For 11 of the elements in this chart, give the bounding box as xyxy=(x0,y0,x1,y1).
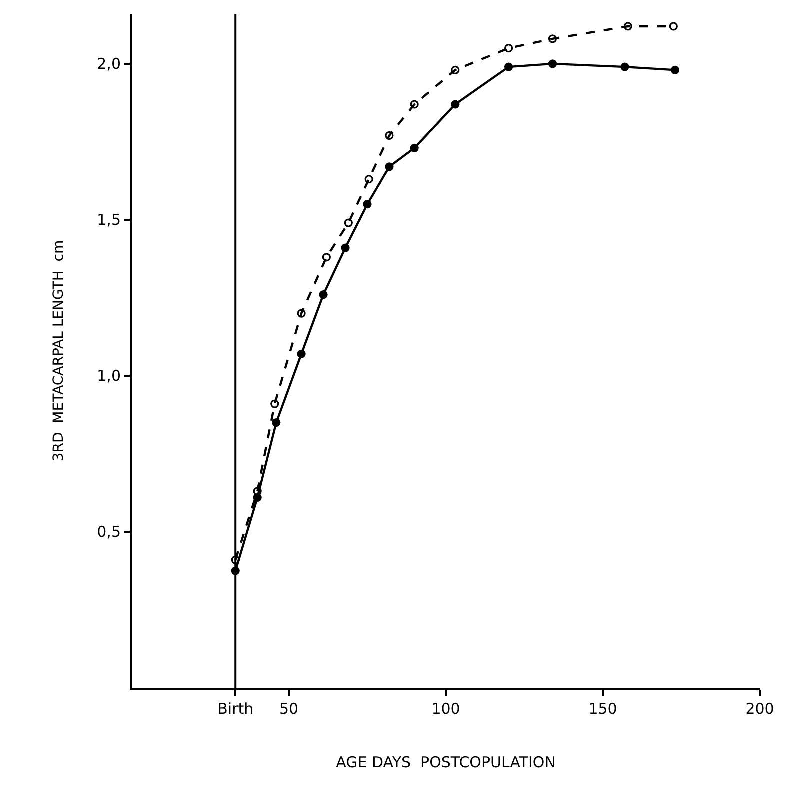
y-tick-label: 1,5 xyxy=(97,211,121,230)
x-tick-label: Birth xyxy=(218,700,254,718)
y-tick-label: 0,5 xyxy=(97,523,121,542)
y-axis-title: 3RD METACARPAL LENGTH cm xyxy=(51,240,68,462)
x-tick-label: 100 xyxy=(432,700,460,718)
x-axis-title: AGE DAYS POSTCOPULATION xyxy=(336,754,556,772)
y-tick-label: 1,0 xyxy=(97,367,121,386)
x-tick-label: 50 xyxy=(279,700,299,718)
x-tick-label: 200 xyxy=(746,700,774,718)
y-tick-label: 2,0 xyxy=(97,55,121,74)
x-tick-label: 150 xyxy=(588,700,618,718)
